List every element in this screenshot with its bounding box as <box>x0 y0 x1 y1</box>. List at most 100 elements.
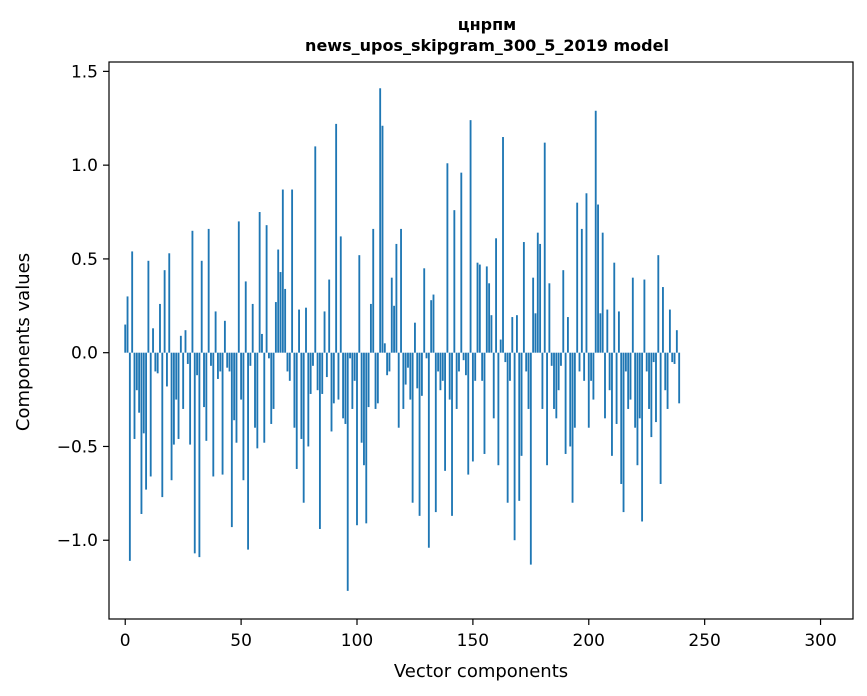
bar <box>444 352 446 471</box>
bar <box>279 272 282 353</box>
bar <box>210 352 212 366</box>
bar <box>476 262 479 353</box>
bar <box>453 210 456 353</box>
bar <box>342 352 345 419</box>
bar <box>149 352 152 477</box>
bar <box>657 255 660 353</box>
bar <box>212 352 215 477</box>
bar <box>395 243 398 353</box>
bar <box>414 322 416 353</box>
bar <box>485 266 488 353</box>
bar <box>175 352 178 400</box>
bar <box>242 352 245 481</box>
bar <box>629 352 632 400</box>
bar <box>583 352 586 381</box>
bar <box>135 352 138 391</box>
bar <box>590 352 593 381</box>
x-axis-ticks: 0 50 100 150 200 250 300 <box>120 619 837 651</box>
bar <box>662 287 664 353</box>
bar <box>179 335 182 353</box>
bar <box>467 352 470 475</box>
bar <box>295 352 298 469</box>
bar <box>254 352 256 428</box>
bar <box>418 352 421 516</box>
bar <box>367 352 370 408</box>
bar <box>671 352 674 363</box>
bar <box>196 352 198 376</box>
bar <box>230 352 233 528</box>
bar <box>228 352 231 372</box>
bar <box>145 352 148 490</box>
bar <box>488 283 491 353</box>
bar <box>402 352 405 409</box>
bar <box>655 352 657 423</box>
bar <box>641 352 644 522</box>
bar <box>527 352 530 409</box>
bar <box>156 352 159 374</box>
bar <box>369 303 372 353</box>
bar <box>386 352 389 376</box>
bar <box>200 260 203 353</box>
x-tick-label: 50 <box>230 631 252 651</box>
bar <box>411 352 414 503</box>
bar <box>455 352 458 409</box>
x-tick-label: 100 <box>341 631 373 651</box>
bar <box>437 352 440 372</box>
bar <box>576 202 579 353</box>
bar <box>502 137 504 353</box>
bar <box>298 309 300 353</box>
bar <box>604 352 606 419</box>
bar <box>191 230 194 353</box>
bar <box>522 242 525 353</box>
bar <box>300 352 303 439</box>
bar <box>251 303 254 353</box>
bar <box>344 352 347 424</box>
bar <box>397 352 400 428</box>
bar <box>465 352 467 376</box>
bar <box>516 315 518 353</box>
bar <box>189 352 192 445</box>
bar <box>261 333 263 353</box>
bar <box>339 236 342 353</box>
bar <box>490 315 493 353</box>
bar <box>360 352 363 443</box>
bar <box>305 307 307 353</box>
bar <box>263 352 266 443</box>
bar <box>404 352 407 385</box>
bar <box>555 352 558 419</box>
bar <box>133 352 136 439</box>
bar <box>611 352 613 456</box>
chart-subtitle: news_upos_skipgram_300_5_2019 model <box>305 36 669 55</box>
bar <box>293 352 296 428</box>
bar <box>434 352 437 513</box>
bar <box>420 352 423 396</box>
bar <box>393 305 396 353</box>
y-tick-label: −0.5 <box>57 437 98 457</box>
bar <box>673 352 676 364</box>
bar <box>346 352 349 591</box>
bar <box>172 352 175 445</box>
bar <box>601 232 604 353</box>
bar <box>608 352 611 391</box>
bar <box>599 313 602 353</box>
bar <box>573 352 576 428</box>
bar <box>312 352 314 366</box>
bar <box>356 352 358 526</box>
bar <box>291 189 294 353</box>
bar <box>166 352 168 387</box>
bar <box>439 352 442 391</box>
x-tick-label: 250 <box>688 631 720 651</box>
bar <box>140 352 143 514</box>
bar <box>390 277 393 353</box>
bar <box>592 352 595 400</box>
bar <box>214 311 217 353</box>
bar <box>416 352 419 389</box>
bar <box>638 352 641 419</box>
bar <box>321 352 324 394</box>
bar <box>451 352 453 516</box>
bar <box>460 172 463 353</box>
bar <box>318 352 321 529</box>
bar <box>481 352 484 381</box>
bar <box>446 163 449 353</box>
bar <box>325 352 328 378</box>
